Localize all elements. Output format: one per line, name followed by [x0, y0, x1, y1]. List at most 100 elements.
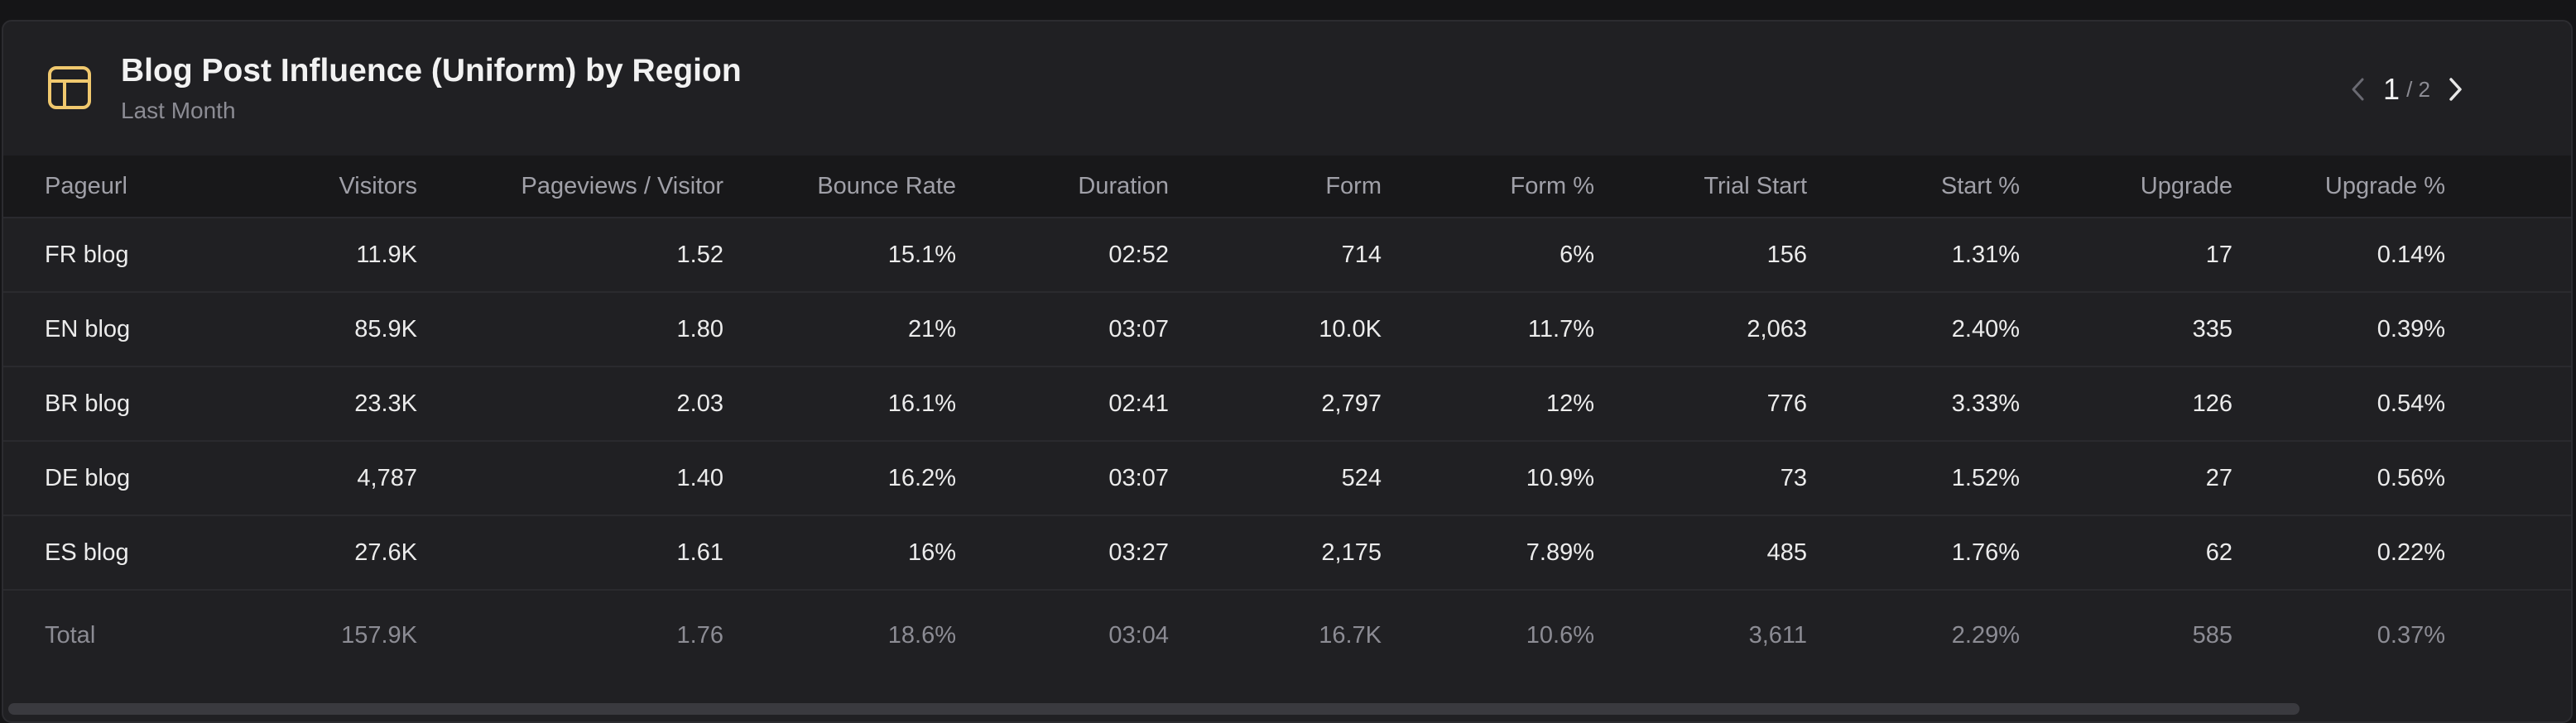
table-cell: 0.22% — [2232, 515, 2445, 591]
column-header[interactable]: Upgrade % — [2232, 156, 2445, 218]
table-cell: 6% — [1382, 218, 1594, 293]
table-cell: 1.40 — [417, 441, 723, 516]
table-row[interactable]: FR blog 11.9K 1.52 15.1% 02:52 714 6% 15… — [3, 218, 2571, 293]
table-row[interactable]: BR blog 23.3K 2.03 16.1% 02:41 2,797 12%… — [3, 366, 2571, 442]
table-cell: 21% — [723, 292, 956, 367]
table-cell: 4,787 — [136, 441, 417, 516]
column-header[interactable]: Bounce Rate — [723, 156, 956, 218]
table-cell: 0.39% — [2232, 292, 2445, 367]
table-cell: 485 — [1594, 515, 1807, 591]
table-cell: 1.80 — [417, 292, 723, 367]
table-cell: 03:27 — [956, 515, 1169, 591]
table-cell: 335 — [2020, 292, 2232, 367]
table-cell: 0.14% — [2232, 218, 2445, 293]
table-cell: 126 — [2020, 366, 2232, 442]
table-cell: 10.9% — [1382, 441, 1594, 516]
total-cell: 157.9K — [341, 621, 417, 649]
table-cell: 1.76% — [1807, 515, 2020, 591]
table-cell-spacer — [2445, 590, 2571, 680]
column-header[interactable]: Pageviews / Visitor — [417, 156, 723, 218]
horizontal-scrollbar[interactable] — [8, 703, 2300, 715]
table-cell: 16.1% — [723, 366, 956, 442]
table-cell: 524 — [1169, 441, 1382, 516]
total-pages: / 2 — [2406, 76, 2430, 102]
column-header-spacer — [2445, 156, 2571, 218]
column-header[interactable]: Start % — [1807, 156, 2020, 218]
table-cell: 11.7% — [1382, 292, 1594, 367]
table-cell: 02:41 — [956, 366, 1169, 442]
table-cell: EN blog — [3, 292, 136, 367]
column-header[interactable]: Form — [1169, 156, 1382, 218]
table-cell: DE blog — [3, 441, 136, 516]
pagination: 1 / 2 — [2342, 71, 2472, 108]
table-cell: 27.6K — [136, 515, 417, 591]
chevron-right-icon[interactable] — [2439, 71, 2472, 108]
data-table: Pageurl Visitors Pageviews / Visitor Bou… — [3, 156, 2571, 680]
table-cell-spacer — [2445, 366, 2571, 442]
column-header[interactable]: Upgrade — [2020, 156, 2232, 218]
table-row[interactable]: DE blog 4,787 1.40 16.2% 03:07 524 10.9%… — [3, 441, 2571, 516]
report-card: Blog Post Influence (Uniform) by Region … — [2, 20, 2573, 723]
total-cell: 3,611 — [1748, 621, 1807, 649]
table-cell: 1.31% — [1807, 218, 2020, 293]
table-cell: 03:07 — [956, 441, 1169, 516]
table-cell: 0.56% — [2232, 441, 2445, 516]
table-cell-spacer — [2445, 515, 2571, 591]
table-icon — [46, 65, 93, 111]
table-cell: 714 — [1169, 218, 1382, 293]
total-cell: 585 — [2192, 621, 2232, 649]
column-header[interactable]: Trial Start — [1594, 156, 1807, 218]
date-range-label: Last Month — [121, 98, 236, 123]
table-cell: 2.03 — [417, 366, 723, 442]
table-cell: 85.9K — [136, 292, 417, 367]
table-cell: 10.0K — [1169, 292, 1382, 367]
total-row: Total 157.9K 1.76 18.6% 03:04 16.7K 10.6… — [3, 590, 2571, 680]
total-label: Total — [45, 621, 96, 649]
table-cell: 02:52 — [956, 218, 1169, 293]
table-cell: 17 — [2020, 218, 2232, 293]
table-cell-spacer — [2445, 292, 2571, 367]
table-header-row: Pageurl Visitors Pageviews / Visitor Bou… — [3, 156, 2571, 218]
table-cell: 03:07 — [956, 292, 1169, 367]
table-cell: FR blog — [3, 218, 136, 293]
table-cell: 2.40% — [1807, 292, 2020, 367]
table-row[interactable]: EN blog 85.9K 1.80 21% 03:07 10.0K 11.7%… — [3, 292, 2571, 367]
table-cell: 12% — [1382, 366, 1594, 442]
total-cell: 1.76 — [676, 621, 723, 649]
table-cell: 1.52 — [417, 218, 723, 293]
column-header[interactable]: Duration — [956, 156, 1169, 218]
table-cell: 23.3K — [136, 366, 417, 442]
column-header[interactable]: Pageurl — [3, 156, 136, 218]
table-cell: 1.52% — [1807, 441, 2020, 516]
table-cell: 73 — [1594, 441, 1807, 516]
table-cell-spacer — [2445, 441, 2571, 516]
table-cell: 156 — [1594, 218, 1807, 293]
table-cell: 1.61 — [417, 515, 723, 591]
page-title: Blog Post Influence (Uniform) by Region — [121, 53, 742, 89]
table-cell: 16% — [723, 515, 956, 591]
table-cell: 11.9K — [136, 218, 417, 293]
table-cell: 776 — [1594, 366, 1807, 442]
table-cell: 7.89% — [1382, 515, 1594, 591]
chevron-left-icon[interactable] — [2342, 71, 2375, 108]
table-cell-spacer — [2445, 218, 2571, 293]
table-cell: ES blog — [3, 515, 136, 591]
table-cell: 27 — [2020, 441, 2232, 516]
current-page: 1 — [2383, 72, 2401, 106]
table-cell: 2,063 — [1594, 292, 1807, 367]
table-cell: 2,175 — [1169, 515, 1382, 591]
column-header[interactable]: Form % — [1382, 156, 1594, 218]
total-cell: 16.7K — [1319, 621, 1382, 649]
column-header[interactable]: Visitors — [136, 156, 417, 218]
total-cell: 10.6% — [1526, 621, 1594, 649]
table-cell: BR blog — [3, 366, 136, 442]
total-cell: 0.37% — [2377, 621, 2445, 649]
total-cell: 03:04 — [1108, 621, 1169, 649]
table-cell: 2,797 — [1169, 366, 1382, 442]
total-cell: 18.6% — [887, 621, 956, 649]
table-cell: 3.33% — [1807, 366, 2020, 442]
table-cell: 16.2% — [723, 441, 956, 516]
table-cell: 62 — [2020, 515, 2232, 591]
total-cell: 2.29% — [1951, 621, 2020, 649]
table-row[interactable]: ES blog 27.6K 1.61 16% 03:27 2,175 7.89%… — [3, 515, 2571, 591]
